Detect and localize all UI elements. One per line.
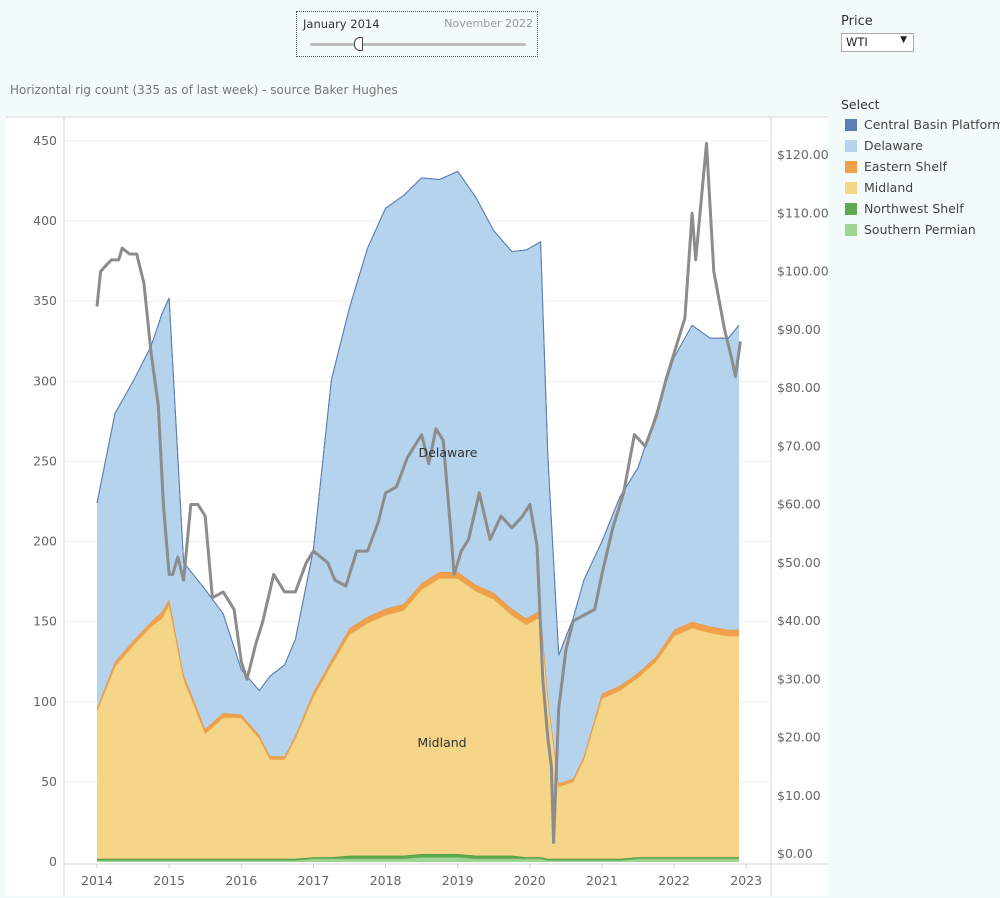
legend-item[interactable]: Central Basin Platform (845, 117, 1000, 133)
area-midland (97, 578, 739, 859)
y-left-tick-label: 100 (33, 694, 57, 709)
x-tick-label: 2016 (225, 873, 257, 888)
y-right-tick-label: $70.00 (777, 438, 821, 453)
legend-item[interactable]: Southern Permian (845, 222, 976, 238)
y-right-tick-label: $10.00 (777, 788, 821, 803)
price-dropdown[interactable]: WTI ▼ (841, 33, 914, 52)
price-dropdown-value: WTI (846, 35, 868, 49)
y-left-tick-label: 150 (33, 614, 57, 629)
slider-track[interactable] (310, 43, 526, 46)
y-right-tick-label: $80.00 (777, 380, 821, 395)
legend-label: Eastern Shelf (864, 159, 947, 174)
legend-label: Northwest Shelf (864, 201, 964, 216)
area-label-midland: Midland (417, 735, 466, 750)
legend-item[interactable]: Northwest Shelf (845, 201, 964, 217)
legend-label: Central Basin Platform (864, 117, 1000, 132)
x-tick-label: 2014 (81, 873, 113, 888)
legend-swatch (845, 119, 857, 131)
y-right-tick-label: $20.00 (777, 730, 821, 745)
y-left-tick-label: 250 (33, 453, 57, 468)
y-left-tick-label: 300 (33, 373, 57, 388)
chart-title: Horizontal rig count (335 as of last wee… (10, 83, 398, 97)
y-right-tick-label: $30.00 (777, 671, 821, 686)
x-tick-label: 2015 (153, 873, 185, 888)
legend-item[interactable]: Midland (845, 180, 913, 196)
x-tick-label: 2018 (370, 873, 402, 888)
y-left-tick-label: 450 (33, 133, 57, 148)
y-right-tick-label: $100.00 (777, 264, 829, 279)
legend-swatch (845, 161, 857, 173)
x-tick-label: 2017 (297, 873, 329, 888)
y-right-tick-label: $110.00 (777, 205, 829, 220)
y-left-tick-label: 0 (49, 854, 57, 869)
x-tick-label: 2022 (658, 873, 690, 888)
area-delaware (97, 171, 739, 784)
y-right-tick-label: $40.00 (777, 613, 821, 628)
price-line-wti (95, 141, 742, 844)
y-left-tick-label: 200 (33, 534, 57, 549)
y-right-tick-label: $90.00 (777, 322, 821, 337)
legend-label: Midland (864, 180, 914, 195)
date-range-slider[interactable]: January 2014 November 2022 (296, 11, 538, 57)
slider-end-label: November 2022 (444, 17, 533, 30)
area-label-delaware: Delaware (419, 445, 478, 460)
legend-swatch (845, 140, 857, 152)
y-right-tick-label: $50.00 (777, 555, 821, 570)
chevron-down-icon[interactable]: ▼ (900, 35, 907, 45)
y-right-tick-label: $0.00 (777, 846, 813, 861)
y-right-tick-label: $120.00 (777, 147, 829, 162)
x-tick-label: 2021 (586, 873, 618, 888)
y-left-tick-label: 50 (41, 774, 57, 789)
legend-title: Select (841, 97, 880, 112)
legend-item[interactable]: Eastern Shelf (845, 159, 947, 175)
slider-thumb[interactable] (354, 37, 363, 51)
slider-start-label: January 2014 (303, 17, 380, 31)
y-right-tick-label: $60.00 (777, 497, 821, 512)
y-left-tick-label: 350 (33, 293, 57, 308)
legend-swatch (845, 203, 857, 215)
x-tick-label: 2023 (730, 873, 762, 888)
legend-label: Southern Permian (864, 222, 976, 237)
y-left-tick-label: 400 (33, 213, 57, 228)
x-tick-label: 2019 (442, 873, 474, 888)
legend-swatch (845, 182, 857, 194)
price-filter-label: Price (841, 14, 873, 29)
legend-label: Delaware (864, 138, 923, 153)
legend-item[interactable]: Delaware (845, 138, 923, 154)
legend-swatch (845, 224, 857, 236)
x-tick-label: 2020 (514, 873, 546, 888)
